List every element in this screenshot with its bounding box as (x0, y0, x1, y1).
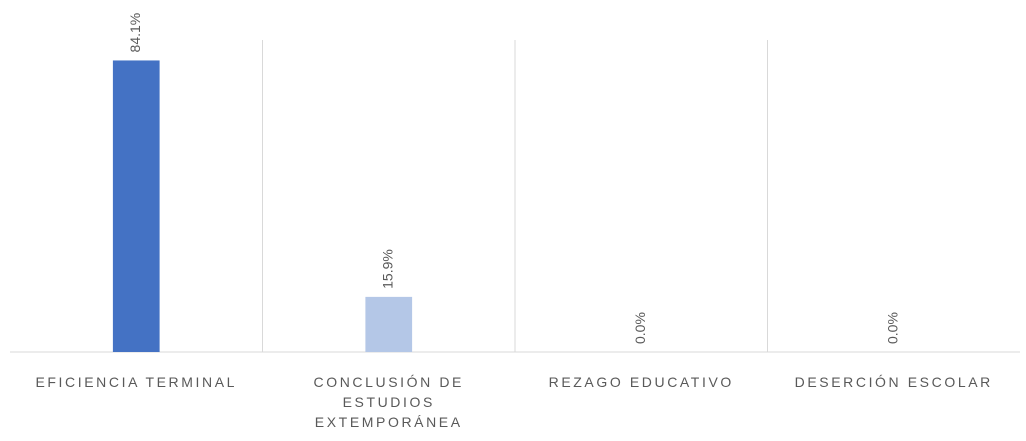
data-label: 84.1% (127, 13, 143, 53)
data-label: 0.0% (632, 312, 648, 344)
bar (112, 60, 160, 352)
bar (365, 296, 413, 352)
data-label: 0.0% (884, 312, 900, 344)
x-tick-label: EFICIENCIA TERMINAL (35, 374, 238, 390)
x-tick-label: CONCLUSIÓN DE ESTUDIOS EXTEMPORÁNEA (313, 374, 464, 430)
x-tick-label: DESERCIÓN ESCOLAR (794, 374, 993, 390)
x-tick-label: REZAGO EDUCATIVO (548, 374, 734, 390)
data-label: 15.9% (379, 249, 395, 289)
